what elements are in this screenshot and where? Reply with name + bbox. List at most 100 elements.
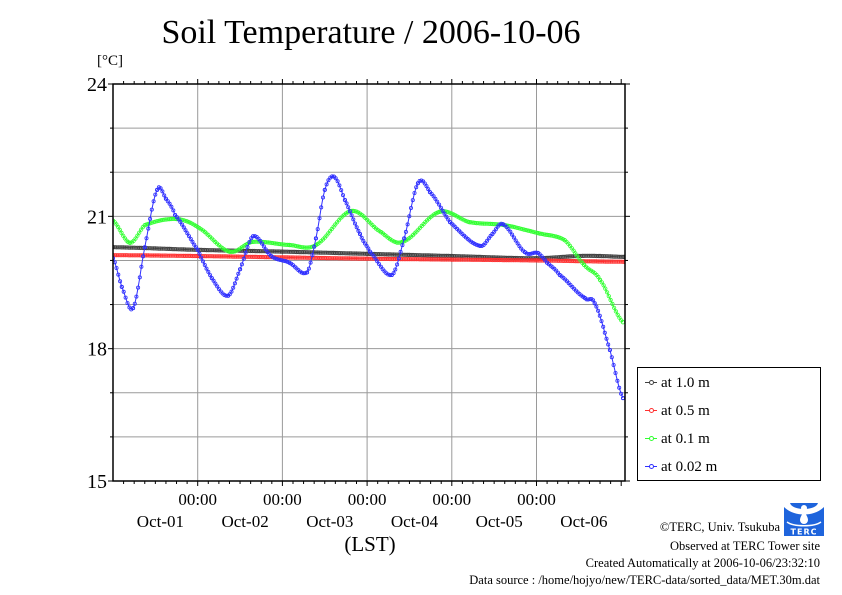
data-point <box>272 256 277 261</box>
series-mark <box>557 272 562 277</box>
series-mark <box>534 258 539 263</box>
data-point <box>617 385 622 390</box>
series-mark <box>197 226 202 231</box>
data-point <box>606 293 611 299</box>
data-point <box>387 273 392 278</box>
data-point <box>346 205 351 210</box>
data-point <box>190 239 195 244</box>
data-point <box>527 228 532 233</box>
data-point <box>414 185 419 190</box>
series-mark <box>131 306 136 311</box>
series-mark <box>209 276 214 281</box>
data-point <box>611 362 616 367</box>
data-point <box>378 264 383 269</box>
series-mark <box>322 187 327 192</box>
data-point <box>121 289 126 294</box>
data-point <box>510 232 515 237</box>
data-point <box>375 259 380 264</box>
data-point <box>506 227 511 232</box>
data-point <box>178 219 183 224</box>
data-point <box>528 251 533 256</box>
data-point <box>438 205 443 210</box>
data-point <box>356 228 361 233</box>
data-point <box>601 324 606 329</box>
legend-marker-icon <box>644 429 658 449</box>
data-point <box>183 218 188 223</box>
series-mark <box>364 256 370 261</box>
data-point <box>619 391 624 396</box>
series-mark <box>592 301 597 306</box>
data-point <box>263 247 268 252</box>
series-mark <box>238 267 243 272</box>
legend-marker-icon <box>644 373 658 393</box>
series-mark <box>195 247 200 252</box>
series-mark <box>280 249 285 254</box>
data-point <box>206 269 211 274</box>
data-point <box>594 304 599 309</box>
series-mark <box>447 220 452 225</box>
series-mark <box>582 295 587 300</box>
data-point <box>339 188 344 193</box>
data-point <box>517 244 522 249</box>
series-mark <box>562 238 567 243</box>
data-point <box>349 213 354 218</box>
data-point <box>199 255 204 260</box>
data-point <box>285 259 290 264</box>
data-point <box>340 193 345 198</box>
series-mark <box>364 251 370 256</box>
data-point <box>596 308 601 313</box>
data-point <box>386 272 391 277</box>
data-point <box>117 227 122 232</box>
series-mark <box>127 240 132 245</box>
data-point <box>424 184 429 189</box>
data-point <box>148 216 153 221</box>
data-point <box>513 225 518 230</box>
series-mark <box>342 197 347 202</box>
data-point <box>435 199 440 204</box>
legend: at 1.0 m at 0.5 m at 0.1 m at 0.02 m <box>637 367 821 481</box>
data-point <box>171 208 176 213</box>
data-point <box>515 241 520 246</box>
data-point <box>587 297 592 302</box>
series-mark <box>607 347 612 352</box>
series-mark <box>597 253 603 259</box>
data-point <box>281 258 286 263</box>
data-point <box>276 257 281 262</box>
copyright-text: ©TERC, Univ. Tsukuba <box>659 520 780 534</box>
x-tick-time-label: 00:00 <box>517 490 556 509</box>
data-point <box>493 227 498 232</box>
data-point <box>169 204 174 209</box>
data-point <box>181 225 186 230</box>
data-point <box>609 355 614 360</box>
data-point <box>232 281 237 286</box>
x-tick-date-label: Oct-03 <box>306 512 353 531</box>
data-point <box>245 244 250 249</box>
data-point <box>133 236 138 241</box>
data-point <box>405 222 410 227</box>
data-point <box>139 264 144 269</box>
data-point <box>611 305 617 310</box>
data-point <box>118 279 123 284</box>
x-tick-time-label: 00:00 <box>263 490 302 509</box>
data-source-text: Data source : /home/hojyo/new/TERC-data/… <box>469 573 820 587</box>
data-point <box>324 182 329 187</box>
legend-label: at 0.1 m <box>661 431 710 447</box>
data-point <box>260 241 265 246</box>
data-point <box>211 278 216 283</box>
data-point <box>337 183 342 188</box>
x-tick-date-label: Oct-01 <box>137 512 184 531</box>
legend-marker-icon <box>644 457 658 477</box>
series-mark <box>597 277 603 282</box>
data-point <box>162 193 167 198</box>
series-mark <box>163 196 168 201</box>
data-point <box>135 233 140 238</box>
data-point <box>197 251 202 256</box>
data-point <box>326 178 331 183</box>
data-point <box>315 227 320 232</box>
data-point <box>591 298 596 303</box>
series-mark <box>427 190 432 195</box>
chart-title: Soil Temperature / 2006-10-06 <box>161 14 581 51</box>
data-point <box>376 261 381 266</box>
data-point <box>442 211 447 216</box>
